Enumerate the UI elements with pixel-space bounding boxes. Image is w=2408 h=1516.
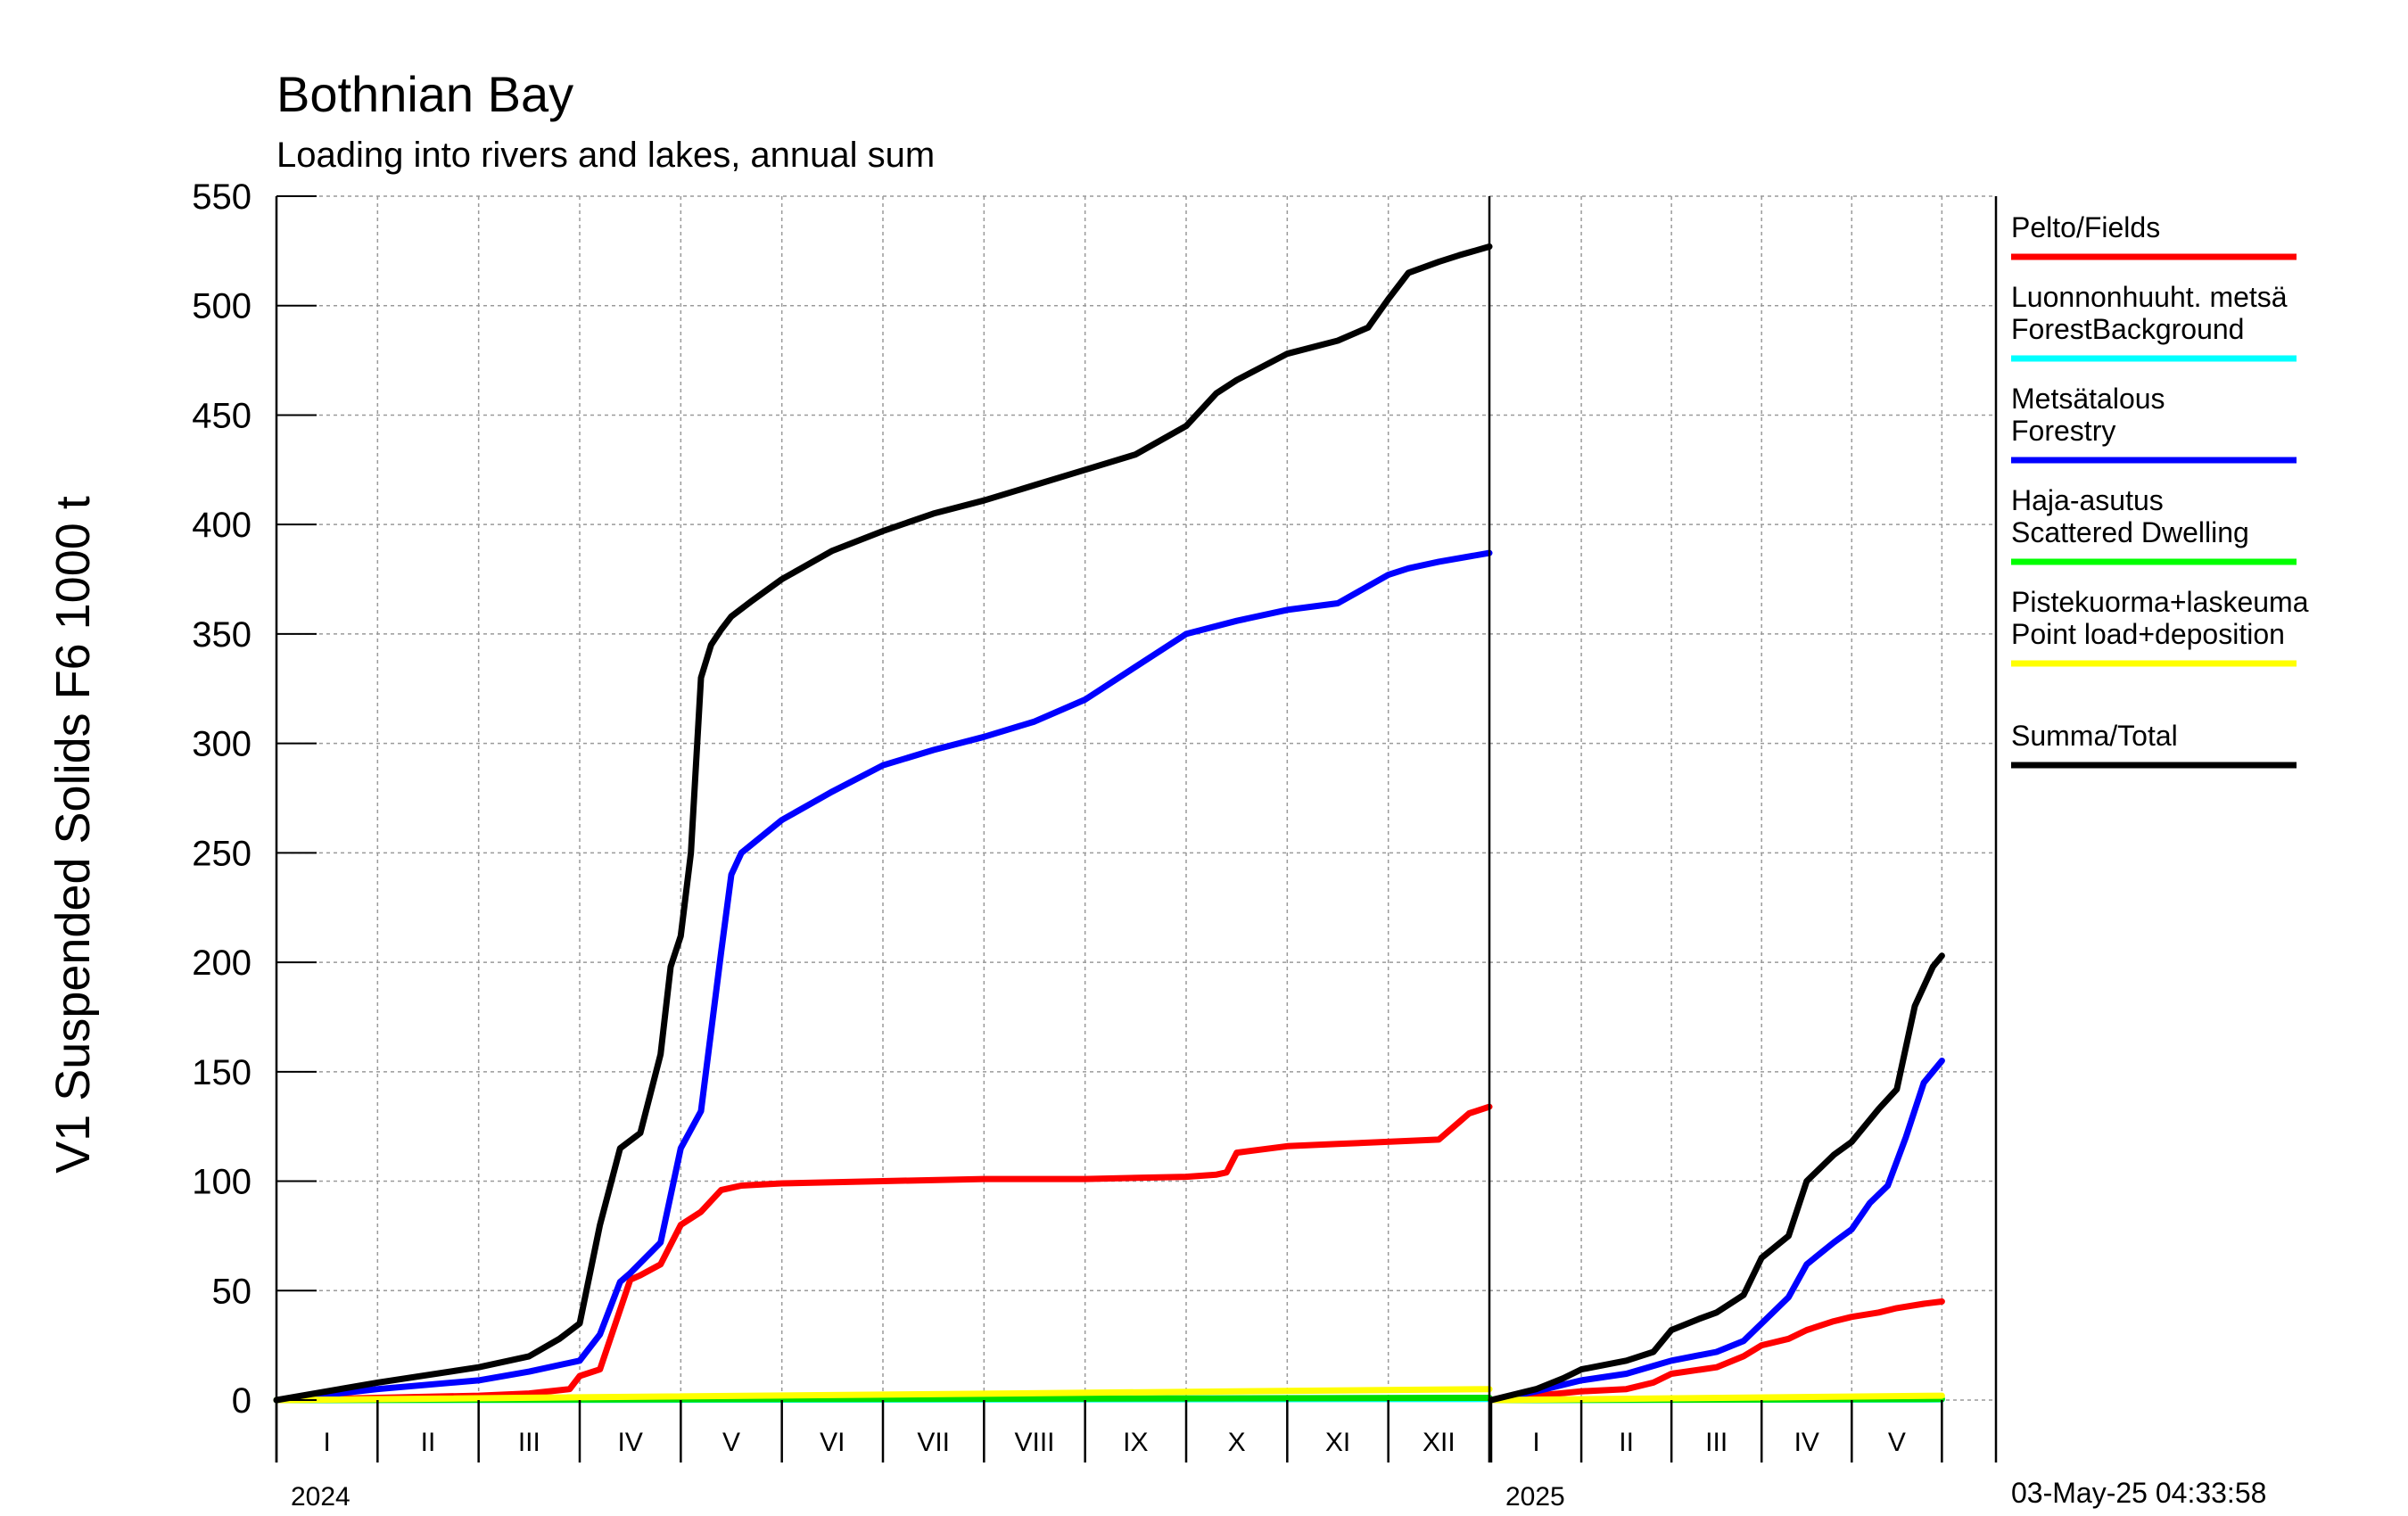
month-label: X	[1228, 1428, 1246, 1457]
month-label: VIII	[1014, 1428, 1054, 1457]
chart-subtitle: Loading into rivers and lakes, annual su…	[276, 136, 935, 175]
series-line-forestry	[1488, 1058, 1945, 1404]
legend-label: Pistekuorma+laskeuma	[2011, 586, 2309, 618]
month-label: II	[421, 1428, 436, 1457]
y-axis-label: V1 Suspended Solids F6 1000 t	[46, 496, 100, 1174]
y-tick-label: 400	[192, 506, 252, 545]
series-line-point	[1488, 1392, 1945, 1404]
month-label: VI	[820, 1428, 845, 1457]
series-line-forestry	[273, 549, 1493, 1404]
legend-label: ForestBackground	[2011, 313, 2244, 345]
month-label: V	[1888, 1428, 1906, 1457]
y-tick-label: 450	[192, 396, 252, 435]
y-tick-label: 100	[192, 1163, 252, 1202]
legend-label: Pelto/Fields	[2011, 211, 2160, 243]
series-layer	[273, 243, 1945, 1404]
legend-label: Luonnonhuuht. metsä	[2011, 281, 2288, 313]
year-label: 2025	[1505, 1482, 1565, 1512]
month-label: I	[1532, 1428, 1539, 1457]
series-line-pelto	[273, 1103, 1493, 1404]
y-tick-label: 150	[192, 1053, 252, 1092]
month-label: VII	[917, 1428, 950, 1457]
legend-label: Point load+deposition	[2011, 618, 2285, 650]
series-line-total	[273, 243, 1493, 1404]
y-tick-label: 350	[192, 615, 252, 655]
grid-layer	[276, 195, 1996, 1401]
y-tick-label: 50	[212, 1272, 252, 1311]
y-tick-label: 250	[192, 834, 252, 873]
legend-label: Metsätalous	[2011, 383, 2165, 415]
timestamp: 03-May-25 04:33:58	[2011, 1477, 2266, 1509]
y-tick-label: 200	[192, 943, 252, 983]
y-tick-label: 300	[192, 725, 252, 764]
y-tick-label: 550	[192, 177, 252, 217]
month-label: V	[722, 1428, 740, 1457]
legend: Pelto/Fields Luonnonhuuht. metsäForestBac…	[2011, 211, 2309, 769]
month-label: IV	[1794, 1428, 1819, 1457]
series-line-pelto	[1488, 1298, 1945, 1404]
month-label: IV	[617, 1428, 642, 1457]
series-line-total	[1488, 952, 1945, 1404]
month-label: IX	[1123, 1428, 1148, 1457]
legend-label: Summa/Total	[2011, 720, 2178, 752]
legend-label: Haja-asutus	[2011, 484, 2164, 516]
legend-label: Forestry	[2011, 415, 2115, 447]
month-label: III	[1705, 1428, 1728, 1457]
legend-label: Scattered Dwelling	[2011, 516, 2249, 548]
month-label: I	[323, 1428, 330, 1457]
y-tick-label: 500	[192, 287, 252, 326]
chart-title: Bothnian Bay	[276, 66, 573, 122]
series-line-point	[273, 1386, 1493, 1404]
y-tick-label: 0	[232, 1381, 252, 1421]
month-label: XII	[1423, 1428, 1456, 1457]
year-label: 2024	[291, 1482, 350, 1512]
month-label: II	[1619, 1428, 1634, 1457]
month-label: XI	[1325, 1428, 1350, 1457]
month-label: III	[518, 1428, 540, 1457]
